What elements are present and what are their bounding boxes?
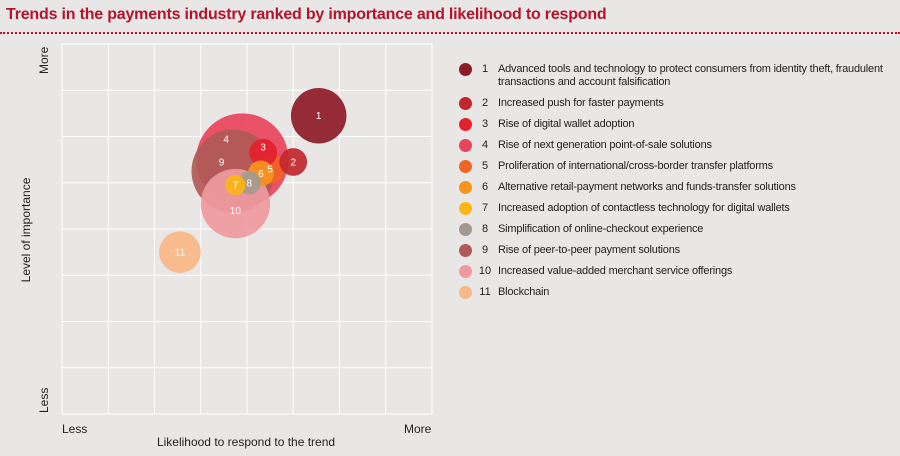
legend-item-1: 1 Advanced tools and technology to protec… <box>459 63 899 89</box>
legend-item-8: 8 Simplification of online-checkout exper… <box>459 223 899 236</box>
legend-number: 10 <box>478 265 492 277</box>
legend-swatch <box>459 139 472 152</box>
legend-number: 3 <box>481 118 489 130</box>
legend-swatch <box>459 118 472 131</box>
legend-number: 6 <box>481 181 489 193</box>
legend-label: Rise of next generation point-of-sale so… <box>498 139 712 151</box>
x-tick-more: More <box>404 422 432 436</box>
legend-number: 11 <box>479 286 491 298</box>
bubble-label-6: 6 <box>258 169 264 180</box>
legend-swatch <box>459 265 472 278</box>
legend-swatch <box>459 97 472 110</box>
y-axis-label: Level of importance <box>19 177 33 282</box>
bubble-label-10: 10 <box>230 206 242 217</box>
legend-number: 9 <box>481 244 489 256</box>
legend-item-10: 10 Increased value-added merchant service… <box>459 265 899 278</box>
bubble-label-11: 11 <box>175 248 186 259</box>
legend-label: Increased value-added merchant service o… <box>498 265 733 277</box>
legend-swatch <box>459 160 472 173</box>
legend-item-9: 9 Rise of peer-to-peer payment solutions <box>459 244 899 257</box>
y-tick-less: Less <box>37 388 51 413</box>
legend-swatch <box>459 181 472 194</box>
bubble-label-5: 5 <box>267 164 273 175</box>
legend-number: 4 <box>481 139 489 151</box>
legend-swatch <box>459 202 472 215</box>
bubble-label-9: 9 <box>219 157 225 168</box>
bubble-label-8: 8 <box>247 178 253 189</box>
bubble-label-7: 7 <box>233 181 239 192</box>
legend-item-3: 3 Rise of digital wallet adoption <box>459 118 899 131</box>
bubble-3 <box>249 138 278 167</box>
bubble-label-3: 3 <box>260 143 266 154</box>
bubble-7 <box>225 174 246 196</box>
legend-swatch <box>459 63 472 76</box>
x-axis-label: Likelihood to respond to the trend <box>157 435 335 449</box>
legend-item-4: 4 Rise of next generation point-of-sale s… <box>459 139 899 152</box>
title-divider <box>0 32 900 34</box>
legend-label: Rise of peer-to-peer payment solutions <box>498 244 680 256</box>
legend-swatch <box>459 223 472 236</box>
chart-title: Trends in the payments industry ranked b… <box>6 6 607 23</box>
legend-label: Simplification of online-checkout experi… <box>498 223 704 235</box>
legend-label: Blockchain <box>498 286 550 298</box>
bubble-11 <box>159 231 201 273</box>
bubble-label-1: 1 <box>316 111 322 122</box>
legend-number: 5 <box>481 160 489 172</box>
legend-item-11: 11 Blockchain <box>459 286 899 299</box>
bubble-label-4: 4 <box>223 134 229 145</box>
legend-item-7: 7 Increased adoption of contactless techn… <box>459 202 899 215</box>
x-tick-less: Less <box>62 422 87 436</box>
legend-label: Increased adoption of contactless techno… <box>498 202 790 214</box>
legend-number: 2 <box>481 97 489 109</box>
legend-number: 7 <box>481 202 489 214</box>
bubble-label-2: 2 <box>290 157 296 168</box>
legend-item-2: 2 Increased push for faster payments <box>459 97 899 110</box>
legend-label: Proliferation of international/cross-bor… <box>498 160 773 172</box>
chart-legend: 1 Advanced tools and technology to protec… <box>459 63 899 307</box>
legend-label: Alternative retail-payment networks and … <box>498 181 796 193</box>
legend-number: 1 <box>481 63 489 75</box>
bubble-2 <box>279 148 308 176</box>
legend-swatch <box>459 286 472 299</box>
y-tick-more: More <box>37 46 51 74</box>
legend-swatch <box>459 244 472 257</box>
bubble-1 <box>290 87 347 144</box>
legend-label: Increased push for faster payments <box>498 97 664 109</box>
legend-item-6: 6 Alternative retail-payment networks and… <box>459 181 899 194</box>
legend-label: Advanced tools and technology to protect… <box>498 63 883 88</box>
legend-item-5: 5 Proliferation of international/cross-bo… <box>459 160 899 173</box>
legend-number: 8 <box>481 223 489 235</box>
legend-label: Rise of digital wallet adoption <box>498 118 635 130</box>
